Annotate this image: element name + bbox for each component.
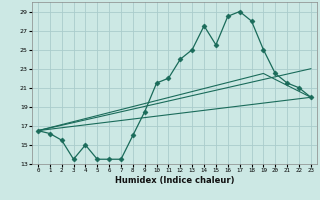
- X-axis label: Humidex (Indice chaleur): Humidex (Indice chaleur): [115, 176, 234, 185]
